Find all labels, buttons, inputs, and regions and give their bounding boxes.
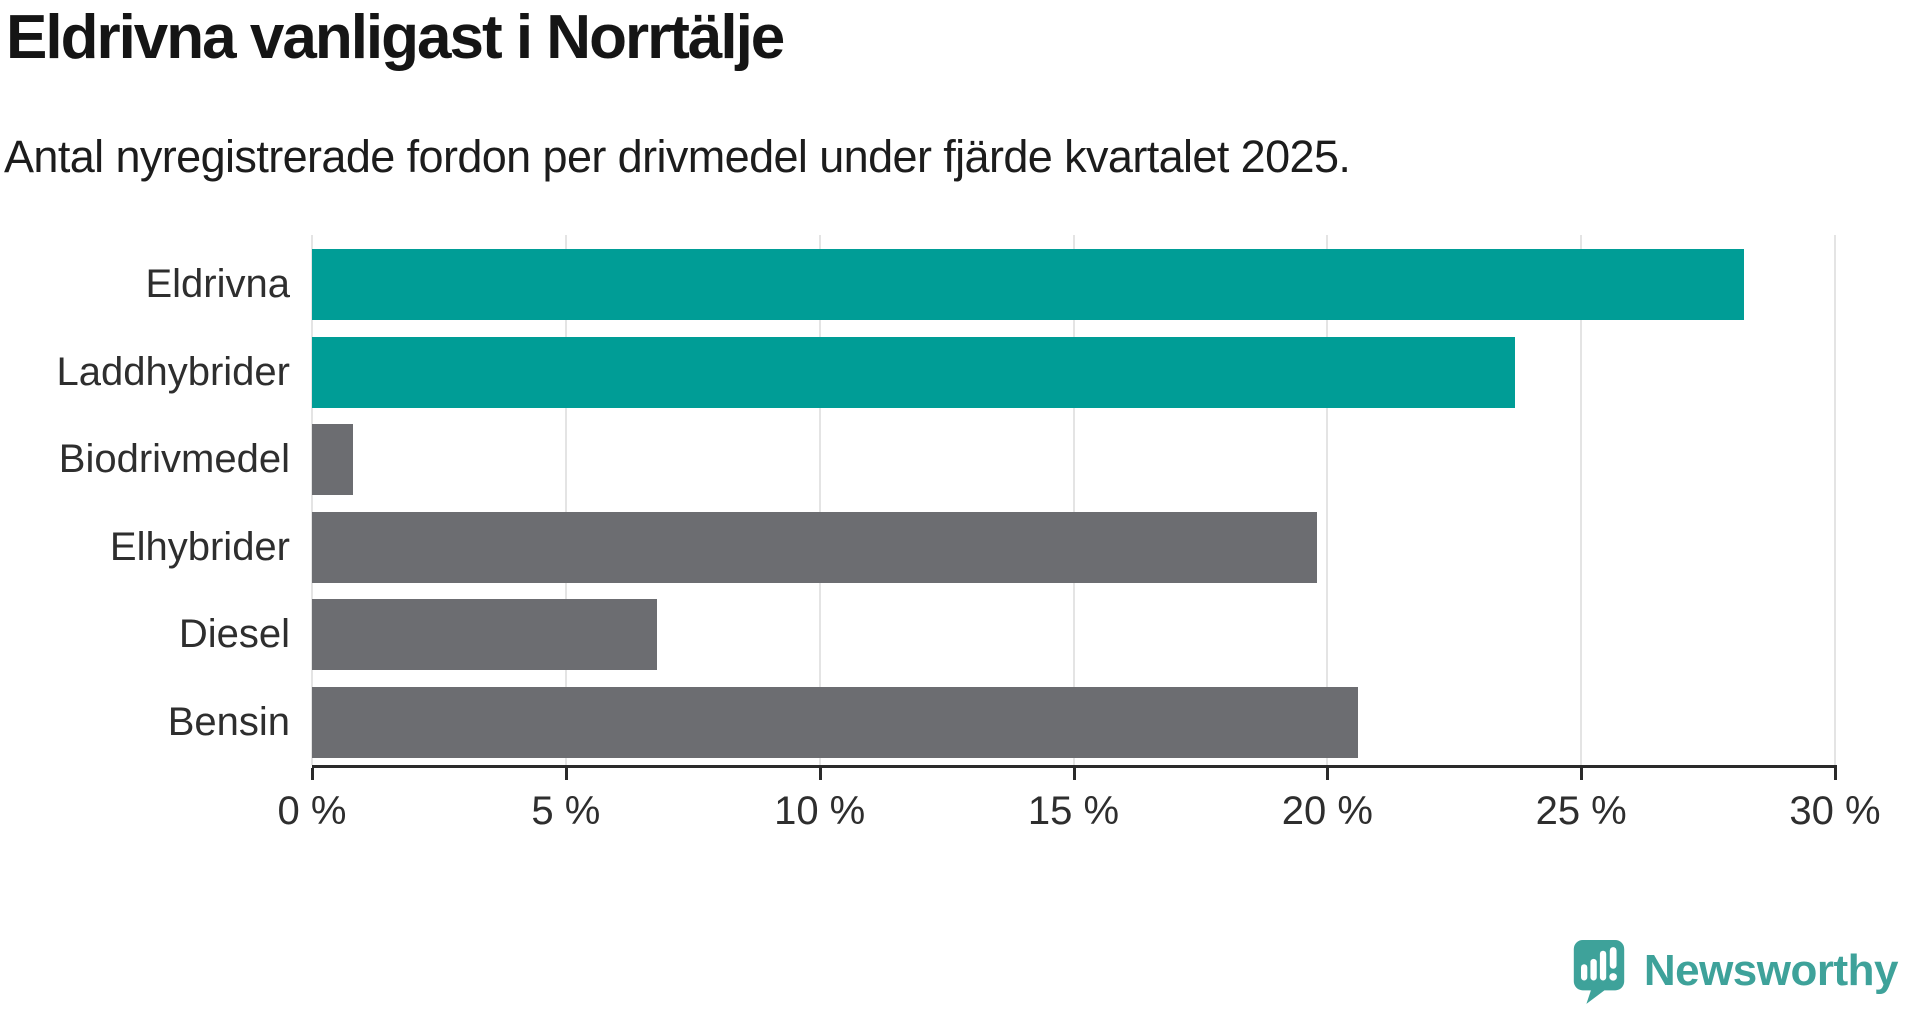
bar-chart-plot-area: 0 % 5 % 10 % 15 % 20 % 25 % 30 % Eldrivna Laddhy… <box>57 235 1881 833</box>
x-axis-tick-10 <box>818 768 822 780</box>
x-axis-tick-20 <box>1326 768 1330 780</box>
x-axis-tick-0 <box>311 768 314 780</box>
x-axis-tick-30 <box>1834 768 1837 780</box>
newsworthy-logo: Newsworthy <box>1572 938 1899 1004</box>
gridline-20 <box>1326 235 1329 765</box>
newsworthy-logo-icon <box>1573 939 1625 1004</box>
bar-bensin <box>312 686 1358 758</box>
page-subtitle: Antal nyregistrerade fordon per drivmede… <box>4 131 1351 182</box>
category-label-biodrivmedel: Biodrivmedel <box>58 437 290 481</box>
bar-biodrivmedel <box>312 424 353 495</box>
page-title: Eldrivna vanligast i Norrtälje <box>6 3 785 72</box>
gridline-30 <box>1834 235 1836 765</box>
bar-laddhybrider <box>312 336 1516 408</box>
bar-elhybrider <box>312 511 1318 583</box>
x-tick-label-30: 30 % <box>1789 789 1881 833</box>
category-label-bensin: Bensin <box>167 699 290 744</box>
x-axis-tick-25 <box>1580 768 1584 780</box>
x-tick-label-0: 0 % <box>277 789 347 833</box>
x-tick-label-10: 10 % <box>774 789 866 833</box>
x-tick-label-20: 20 % <box>1281 789 1373 833</box>
x-tick-label-25: 25 % <box>1535 789 1627 833</box>
category-label-elhybrider: Elhybrider <box>109 524 290 569</box>
x-axis-tick-5 <box>564 768 568 780</box>
gridline-5 <box>564 235 567 765</box>
category-label-diesel: Diesel <box>178 612 290 656</box>
gridline-0 <box>311 235 313 765</box>
x-tick-label-5: 5 % <box>531 789 601 833</box>
x-axis-tick-15 <box>1072 768 1076 780</box>
x-axis-line <box>312 765 1837 768</box>
gridline-10 <box>818 235 821 765</box>
x-tick-label-15: 15 % <box>1027 789 1120 833</box>
bar-eldrivna <box>312 249 1744 320</box>
bar-diesel <box>312 599 658 670</box>
newsworthy-logo-wordmark: Newsworthy <box>1643 946 1899 995</box>
category-label-laddhybrider: Laddhybrider <box>56 349 291 394</box>
category-label-eldrivna: Eldrivna <box>145 262 290 306</box>
gridline-25 <box>1580 235 1583 765</box>
gridline-15 <box>1072 235 1075 765</box>
